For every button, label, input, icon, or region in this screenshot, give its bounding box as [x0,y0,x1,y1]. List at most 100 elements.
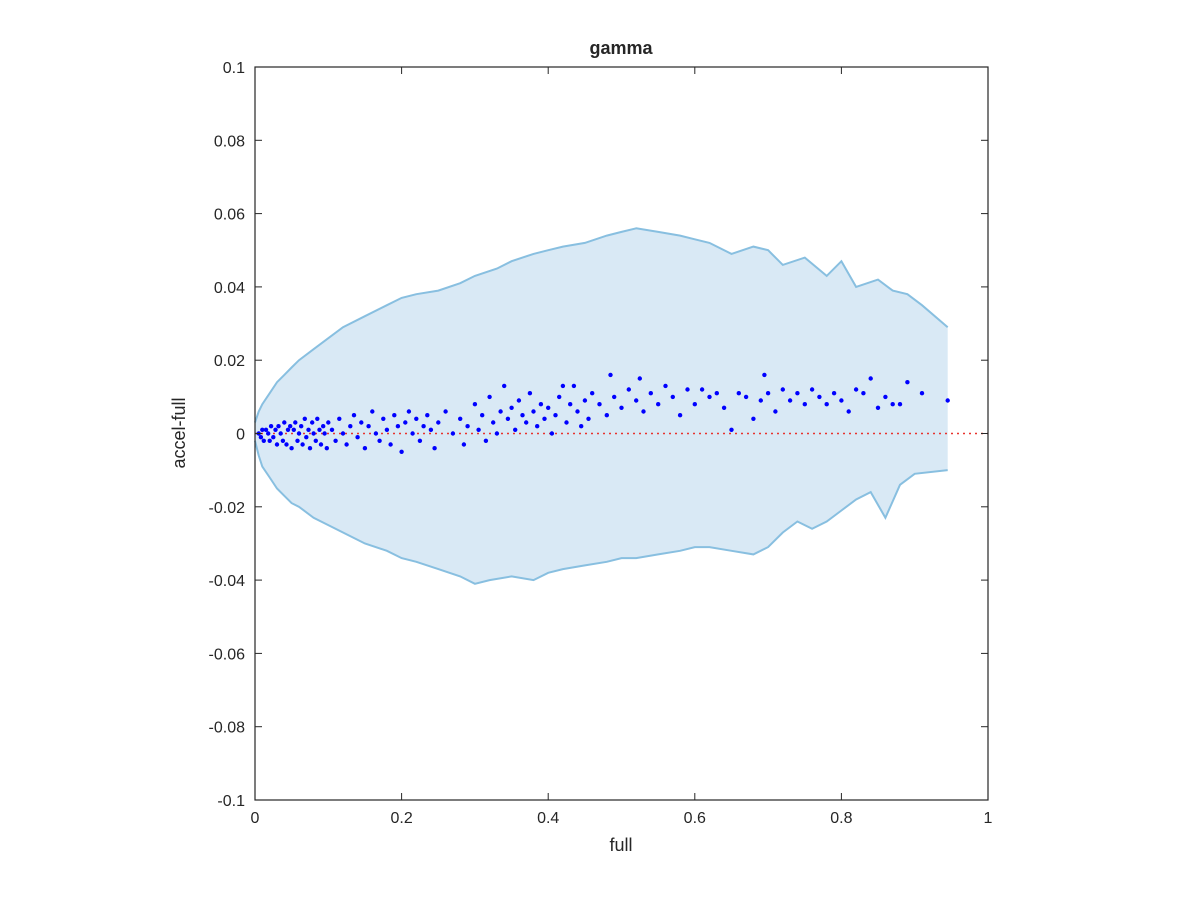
data-point [289,446,294,451]
data-point [846,409,851,414]
data-point [288,424,293,429]
data-point [582,398,588,403]
data-point [373,431,379,436]
data-point [291,427,296,432]
data-point [714,391,719,396]
data-point [340,431,346,436]
data-point [278,431,283,436]
data-point [817,394,822,400]
data-point [282,420,287,425]
data-point [348,424,353,429]
data-point [296,431,302,436]
data-point [736,391,741,396]
data-point [406,409,412,414]
data-point [329,427,335,432]
y-tick-label: -0.08 [209,720,246,737]
data-point [945,398,950,403]
x-tick-label: 0.8 [830,810,852,827]
data-point [513,427,518,432]
data-point [421,424,426,429]
data-point [762,372,767,378]
y-tick-label: -0.1 [217,793,245,810]
data-point [403,420,408,425]
data-point [344,442,349,447]
data-point [502,383,507,389]
data-point [839,398,844,403]
data-point [432,446,437,451]
data-point [321,424,326,429]
data-point [410,431,415,436]
data-point [542,416,547,421]
data-point [458,416,463,421]
data-point [491,420,496,425]
y-tick-label: 0.02 [214,353,245,370]
data-point [571,383,577,389]
x-tick-label: 0.6 [684,810,706,827]
data-point [498,409,503,414]
band-upper-line [254,227,949,423]
data-point [299,424,304,429]
data-point [795,391,800,396]
data-point [520,413,525,418]
y-tick-label: 0 [236,427,245,444]
data-point [436,420,441,425]
x-tick-label: 0 [251,810,260,827]
data-point [273,427,278,432]
y-tick-label: -0.06 [209,646,246,663]
data-point [685,387,690,392]
data-point [853,387,859,392]
data-point [560,383,566,389]
data-point [780,387,785,392]
data-point [318,442,324,447]
data-point [656,402,661,407]
y-tick-label: 0.1 [223,60,245,77]
data-point [787,398,793,403]
data-point [300,442,305,447]
data-point [274,442,280,447]
y-tick-label: 0.06 [214,207,245,224]
data-point [271,435,276,440]
data-point [333,438,338,443]
y-tick-label: 0.08 [214,133,245,150]
data-point [824,402,829,407]
data-point [809,387,815,392]
data-point [494,431,500,436]
data-point [302,416,307,421]
data-point [310,420,315,425]
data-point [802,402,807,407]
data-point [692,402,697,407]
data-point [919,391,925,396]
data-point [311,431,316,436]
data-point [351,413,357,418]
axes: 0 0.2 0.4 0.6 0.8 1 -0.1 -0.08 -0.06 -0.04 -0.02 0 0… [209,60,993,827]
data-point [670,394,675,400]
data-point [461,442,467,447]
data-point [721,405,727,410]
data-point [266,431,271,436]
data-point [663,383,668,389]
data-point [509,405,514,410]
data-point [284,442,289,447]
data-point [604,413,609,418]
data-point [590,391,595,396]
data-point [626,387,631,392]
data-point [883,394,888,400]
band-fill [255,228,948,584]
data-point [905,380,910,385]
data-point [472,402,478,407]
data-point [425,413,430,418]
data-point [527,391,533,396]
data-point [535,424,540,429]
y-tick-label: -0.04 [209,573,246,590]
data-point [751,416,756,421]
data-point [263,427,269,432]
data-point [280,438,286,443]
y-tick-label: 0.04 [214,280,245,297]
chart-title: gamma [589,38,653,58]
data-point [575,409,580,414]
data-point [538,402,544,407]
data-point [729,427,734,432]
data-point [531,409,536,414]
data-point [377,438,382,443]
y-tick-label: -0.02 [209,500,246,517]
